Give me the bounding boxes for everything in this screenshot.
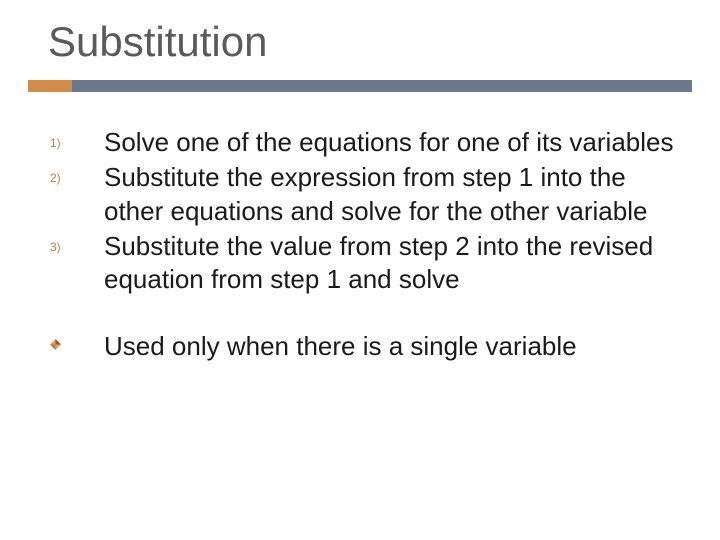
note-item: Used only when there is a single variabl… <box>50 330 682 363</box>
bar-accent <box>28 80 72 92</box>
slide-title: Substitution <box>48 18 692 66</box>
list-item: 1) Solve one of the equations for one of… <box>50 126 682 159</box>
spacer <box>50 298 682 330</box>
bar-main <box>72 80 692 92</box>
list-marker: 3) <box>50 230 104 254</box>
slide: Substitution 1) Solve one of the equatio… <box>0 0 720 540</box>
numbered-list: 1) Solve one of the equations for one of… <box>50 126 682 296</box>
diamond-bullet-icon <box>50 339 61 350</box>
title-underline-bar <box>28 80 692 92</box>
note-bullet <box>50 330 104 350</box>
note-text: Used only when there is a single variabl… <box>104 330 577 363</box>
list-text: Substitute the value from step 2 into th… <box>104 230 682 297</box>
list-text: Solve one of the equations for one of it… <box>104 126 673 159</box>
slide-content: 1) Solve one of the equations for one of… <box>28 126 692 364</box>
list-item: 3) Substitute the value from step 2 into… <box>50 230 682 297</box>
list-item: 2) Substitute the expression from step 1… <box>50 161 682 228</box>
list-marker: 2) <box>50 161 104 185</box>
list-text: Substitute the expression from step 1 in… <box>104 161 682 228</box>
list-marker: 1) <box>50 126 104 150</box>
